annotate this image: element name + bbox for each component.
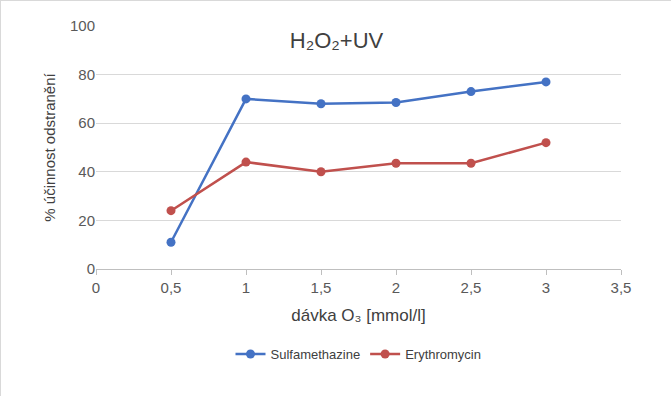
svg-text:2,5: 2,5 [461, 279, 482, 296]
svg-text:40: 40 [78, 163, 95, 180]
svg-text:0,5: 0,5 [161, 279, 182, 296]
svg-text:1: 1 [242, 279, 250, 296]
svg-text:20: 20 [78, 212, 95, 229]
svg-text:H₂O₂+UV: H₂O₂+UV [290, 28, 384, 53]
svg-text:Sulfamethazine: Sulfamethazine [271, 347, 361, 362]
svg-text:3: 3 [542, 279, 550, 296]
svg-text:dávka O₃ [mmol/l]: dávka O₃ [mmol/l] [291, 306, 425, 325]
svg-text:3,5: 3,5 [611, 279, 632, 296]
svg-text:80: 80 [78, 66, 95, 83]
svg-text:0: 0 [87, 260, 95, 277]
svg-text:100: 100 [70, 17, 95, 34]
svg-text:2: 2 [392, 279, 400, 296]
svg-text:% účinnost odstranění: % účinnost odstranění [41, 72, 58, 221]
svg-text:Erythromycin: Erythromycin [405, 347, 481, 362]
svg-text:60: 60 [78, 114, 95, 131]
svg-text:0: 0 [92, 279, 100, 296]
svg-text:1,5: 1,5 [311, 279, 332, 296]
